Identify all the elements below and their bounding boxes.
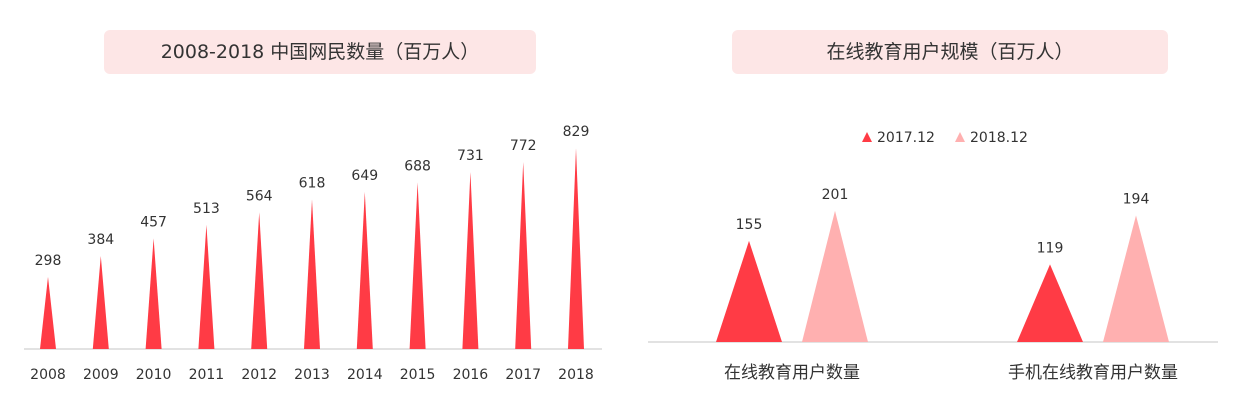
bar-2018.12-0: [802, 210, 868, 342]
bar-2010: [145, 238, 162, 349]
chart-title-internet-users: 2008-2018 中国网民数量（百万人）: [104, 30, 536, 74]
data-label-2018.12-0: 201: [822, 187, 849, 203]
x-category-label-1: 手机在线教育用户数量: [1008, 363, 1178, 383]
data-label-2011: 513: [193, 201, 220, 217]
internet-users-bars: 298 2008 384 2009 457 2010 513 2011 564 2012 618 20…: [30, 124, 594, 383]
data-label-2009: 384: [87, 232, 114, 248]
data-label-2012: 564: [246, 188, 273, 204]
data-label-2018.12-1: 194: [1123, 191, 1150, 207]
bar-2008: [40, 276, 56, 349]
bar-2014: [356, 191, 373, 349]
chart-title-online-education: 在线教育用户规模（百万人）: [732, 30, 1168, 74]
x-tick-2015: 2015: [400, 367, 436, 383]
bar-2009: [92, 256, 109, 349]
data-label-2018: 829: [563, 124, 590, 140]
bar-2011: [198, 224, 215, 349]
data-label-2017.12-0: 155: [736, 217, 763, 233]
x-tick-2014: 2014: [347, 367, 383, 383]
bar-2018.12-1: [1103, 215, 1169, 342]
data-label-2008: 298: [35, 253, 62, 269]
x-tick-2018: 2018: [558, 367, 594, 383]
online-education-bars: 155 201 在线教育用户数量 119 194 手机在线教育用户数量: [716, 187, 1178, 383]
bar-2013: [304, 199, 320, 349]
data-label-2016: 731: [457, 148, 484, 164]
legend-label-2017.12: 2017.12: [877, 130, 935, 146]
bar-2018: [568, 148, 584, 349]
x-category-label-0: 在线教育用户数量: [724, 363, 860, 383]
x-tick-2011: 2011: [189, 367, 225, 383]
x-tick-2013: 2013: [294, 367, 330, 383]
data-label-2010: 457: [140, 214, 167, 230]
bar-2017.12-1: [1017, 264, 1083, 342]
data-label-2013: 618: [299, 175, 326, 191]
legend-label-2018.12: 2018.12: [970, 130, 1028, 146]
x-tick-2010: 2010: [136, 367, 172, 383]
bar-2017: [515, 162, 532, 349]
x-tick-2016: 2016: [453, 367, 489, 383]
data-label-2014: 649: [351, 168, 378, 184]
x-tick-2008: 2008: [30, 367, 66, 383]
data-label-2015: 688: [404, 158, 431, 174]
data-label-2017.12-1: 119: [1037, 240, 1064, 256]
bar-2012: [251, 212, 268, 349]
data-label-2017: 772: [510, 138, 537, 154]
legend-marker-2018.12: [955, 132, 965, 142]
bar-2017.12-0: [716, 240, 782, 342]
x-tick-2012: 2012: [241, 367, 277, 383]
bar-2015: [409, 182, 426, 349]
bar-2016: [462, 171, 479, 349]
legend-marker-2017.12: [862, 132, 872, 142]
x-tick-2009: 2009: [83, 367, 119, 383]
legend: 2017.12 2018.12: [862, 130, 1028, 146]
x-tick-2017: 2017: [505, 367, 541, 383]
